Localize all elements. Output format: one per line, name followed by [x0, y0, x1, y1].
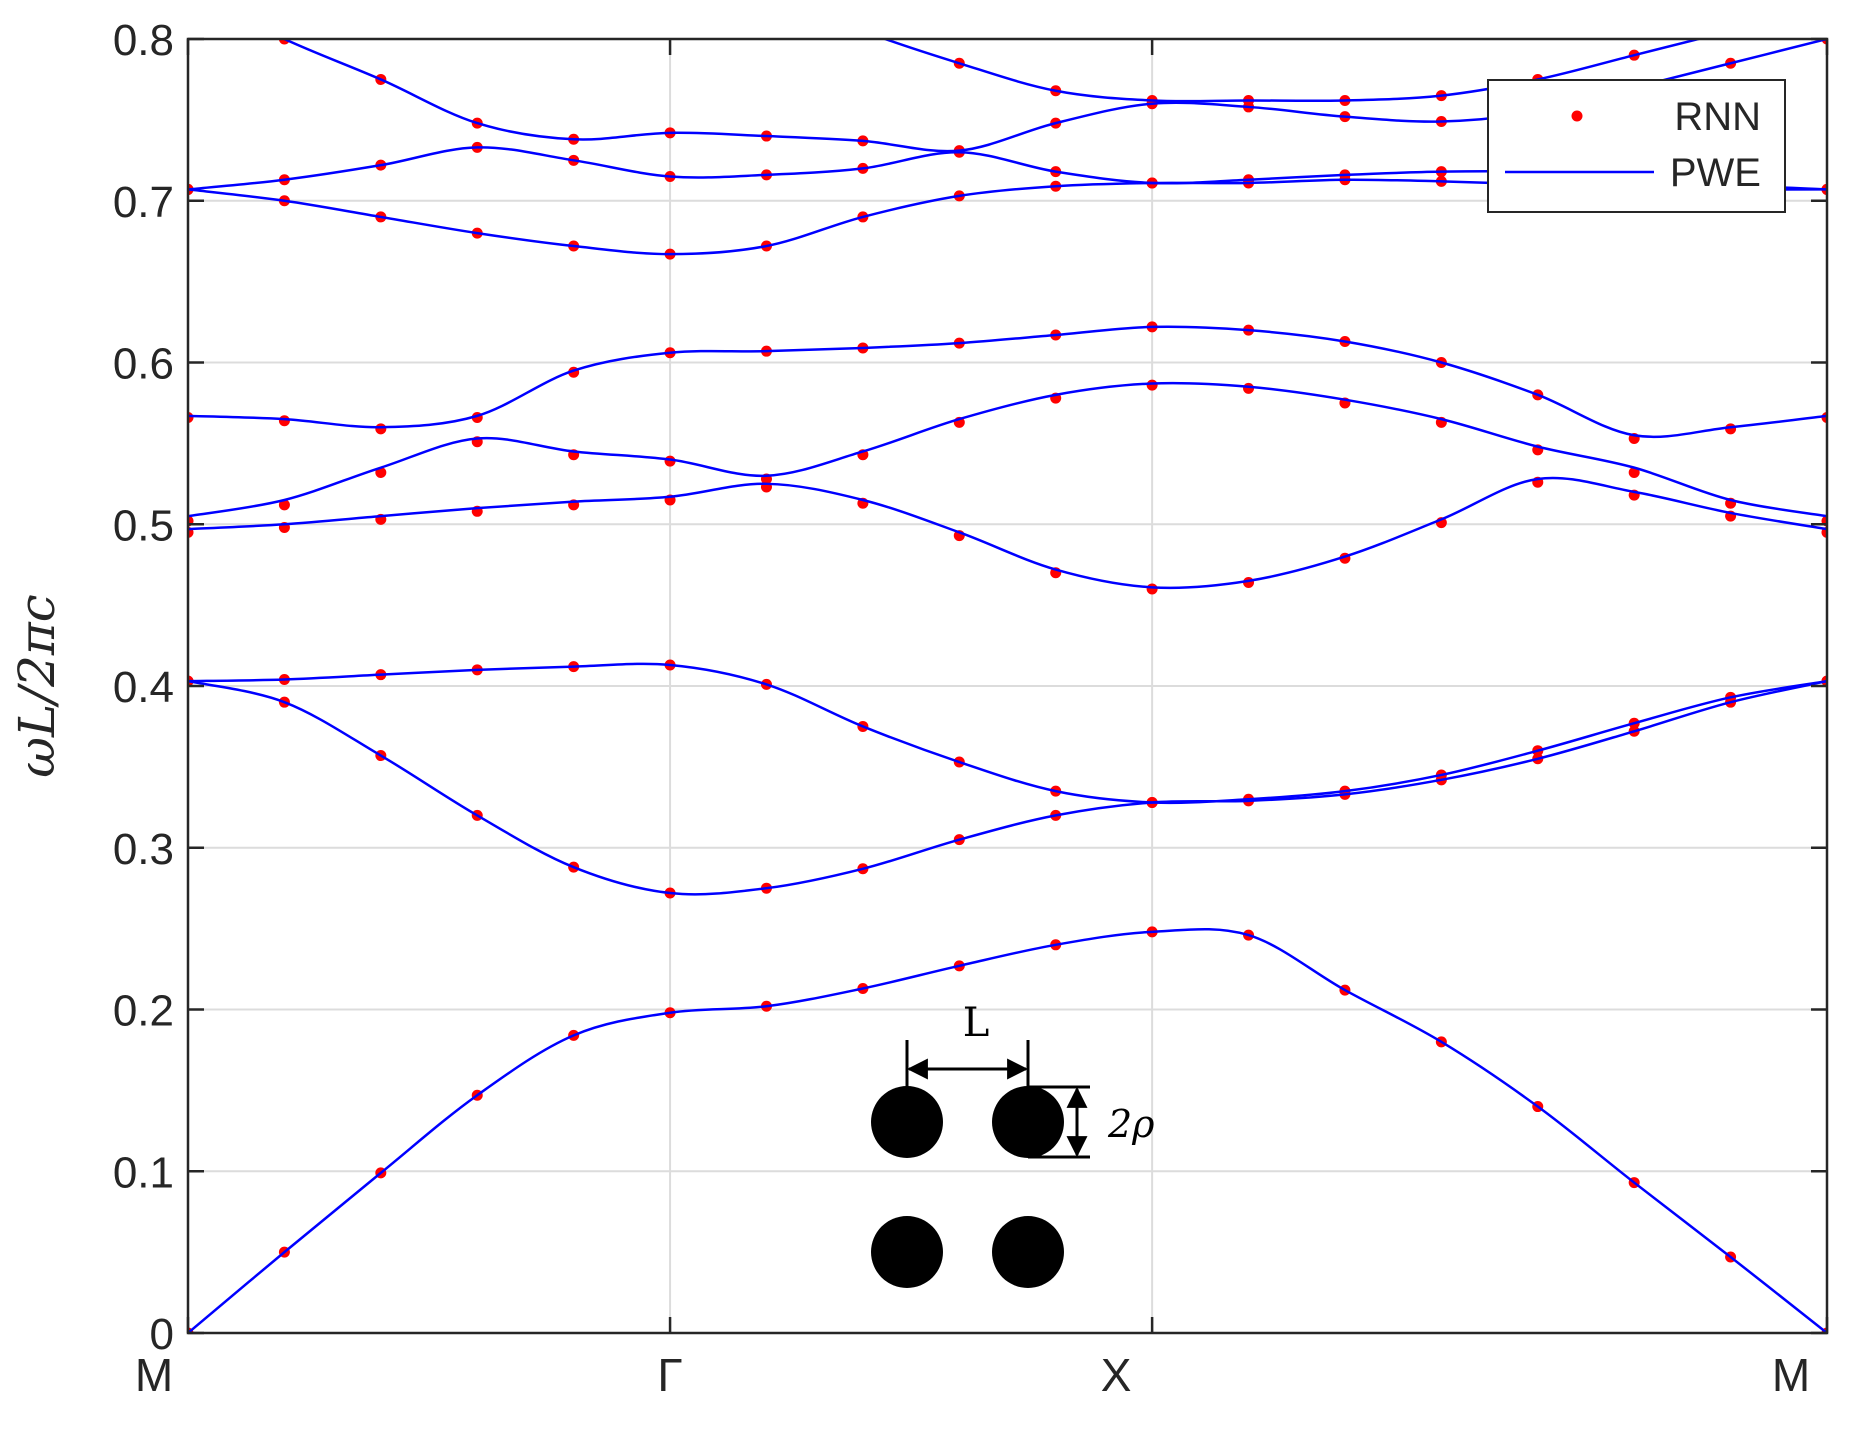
band-point — [1146, 379, 1158, 391]
legend-marker — [1571, 110, 1583, 122]
unit-cell-inset: L 2ρ — [871, 1000, 1155, 1288]
y-tick-label: 0.1 — [113, 1148, 174, 1197]
legend: RNN PWE — [1487, 79, 1786, 213]
inset-label: L — [963, 1000, 990, 1046]
band-point — [1628, 466, 1640, 478]
y-tick-label: 0.8 — [113, 16, 174, 65]
band-line — [188, 927, 1827, 1333]
x-tick-label: Γ — [657, 1349, 682, 1401]
band-point — [278, 415, 290, 427]
legend-label: RNN — [1674, 95, 1761, 139]
y-tick-label: 0.2 — [113, 987, 174, 1036]
y-tick-label: 0.7 — [113, 178, 174, 227]
band-point — [375, 423, 387, 435]
x-tick-label: M — [1772, 1349, 1810, 1401]
y-tick-label: 0.6 — [113, 340, 174, 389]
band-line — [881, 39, 1704, 103]
band-point — [1146, 583, 1158, 595]
plot-area — [188, 39, 1827, 1333]
y-tick-label: 0.5 — [113, 501, 174, 550]
band-line — [188, 476, 1827, 590]
band-point — [1821, 411, 1827, 423]
y-tick-label: 0.3 — [113, 825, 174, 874]
band-line — [188, 662, 1827, 805]
band-line — [188, 381, 1827, 518]
rod — [992, 1086, 1064, 1158]
rod — [871, 1086, 943, 1158]
inset-label: 2ρ — [1107, 1102, 1155, 1146]
y-tick-label: 0.4 — [113, 663, 174, 712]
rod — [992, 1216, 1064, 1288]
axes: 0 0.1 0.2 0.3 0.4 0.5 0.6 0.7 0.8 M Γ X M — [113, 16, 1829, 1401]
band-line — [188, 679, 1827, 896]
x-tick-label: X — [1101, 1349, 1132, 1401]
legend-box — [1487, 79, 1786, 213]
x-tick-label: M — [135, 1349, 173, 1401]
band-line — [188, 325, 1827, 439]
rod — [871, 1216, 943, 1288]
band-point — [1243, 382, 1255, 394]
y-tick-label: 0 — [150, 1310, 174, 1359]
y-axis-label: ωL/2πc — [8, 594, 66, 778]
band-point — [278, 499, 290, 511]
legend-label: PWE — [1670, 151, 1761, 195]
axes-box — [186, 37, 1829, 1335]
